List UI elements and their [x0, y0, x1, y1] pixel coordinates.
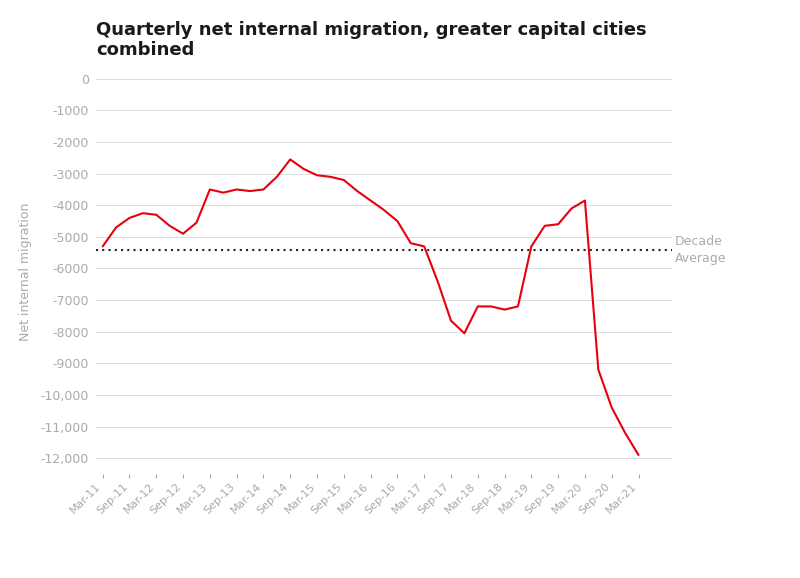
- Text: Decade
Average: Decade Average: [674, 235, 726, 265]
- Y-axis label: Net internal migration: Net internal migration: [19, 202, 32, 341]
- Text: Quarterly net internal migration, greater capital cities
combined: Quarterly net internal migration, greate…: [96, 21, 646, 60]
